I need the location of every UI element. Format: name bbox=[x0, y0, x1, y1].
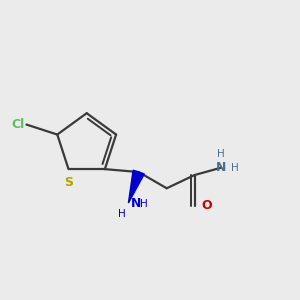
Text: H: H bbox=[118, 209, 126, 219]
Text: N: N bbox=[131, 197, 141, 210]
Polygon shape bbox=[128, 170, 144, 203]
Text: H: H bbox=[140, 199, 147, 209]
Text: H: H bbox=[217, 149, 225, 159]
Text: S: S bbox=[64, 176, 73, 189]
Text: Cl: Cl bbox=[12, 118, 25, 131]
Text: N: N bbox=[216, 161, 226, 174]
Text: H: H bbox=[231, 163, 238, 173]
Text: O: O bbox=[201, 200, 212, 212]
